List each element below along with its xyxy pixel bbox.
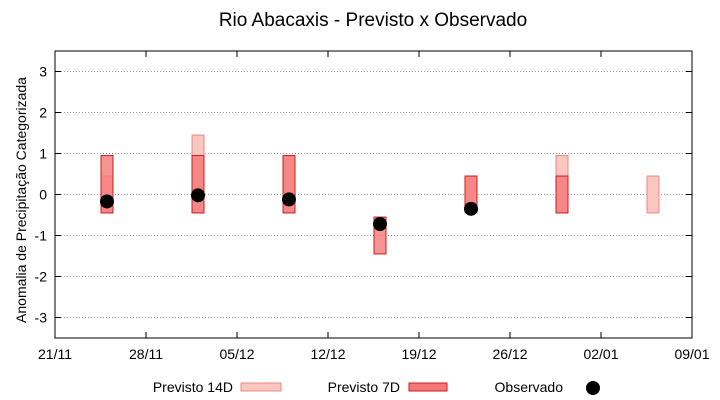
grid xyxy=(55,71,692,318)
y-tick-label: -3 xyxy=(35,310,48,326)
y-tick-label: 0 xyxy=(39,187,47,203)
chart-title: Rio Abacaxis - Previsto x Observado xyxy=(219,10,527,31)
y-tick-label: -1 xyxy=(35,228,48,244)
previsto-7d-bar xyxy=(191,155,205,214)
x-tick-label: 05/12 xyxy=(219,346,254,362)
y-tick-label: 3 xyxy=(39,64,47,80)
legend-swatch-observado xyxy=(586,381,600,395)
x-tick-label: 02/01 xyxy=(583,346,618,362)
y-axis-label: Anomalia de Precipitação Categorizada xyxy=(13,77,29,323)
x-tick-label: 12/12 xyxy=(310,346,345,362)
axes: -3 -2 -1 0 1 2 3 21/11 28/11 05/12 12/12 19/12 26/12… xyxy=(35,51,710,362)
y-tick-label: 1 xyxy=(39,146,47,162)
x-tick-label: 26/12 xyxy=(492,346,527,362)
observado-point xyxy=(464,201,478,216)
previsto-14d-bar xyxy=(646,175,660,214)
x-tick-label: 09/01 xyxy=(674,346,709,362)
legend-swatch-previsto-14d xyxy=(240,382,282,392)
plot-area xyxy=(100,134,660,255)
y-tick-label: 2 xyxy=(39,105,47,121)
x-tick-label: 19/12 xyxy=(401,346,436,362)
legend-label: Previsto 7D xyxy=(328,379,400,395)
legend-label: Previsto 14D xyxy=(153,379,233,395)
x-tick-label: 28/11 xyxy=(129,346,163,362)
x-tick-label: 21/11 xyxy=(38,346,72,362)
legend: Previsto 14D Previsto 7D Observado xyxy=(153,379,600,395)
y-tick-label: -2 xyxy=(35,269,48,285)
observado-point xyxy=(100,194,114,209)
observado-point xyxy=(282,192,296,207)
legend-swatch-previsto-7d xyxy=(408,382,448,392)
observado-point xyxy=(373,217,387,232)
previsto-7d-bar xyxy=(555,175,569,214)
observado-point xyxy=(191,188,205,203)
legend-label: Observado xyxy=(495,379,564,395)
